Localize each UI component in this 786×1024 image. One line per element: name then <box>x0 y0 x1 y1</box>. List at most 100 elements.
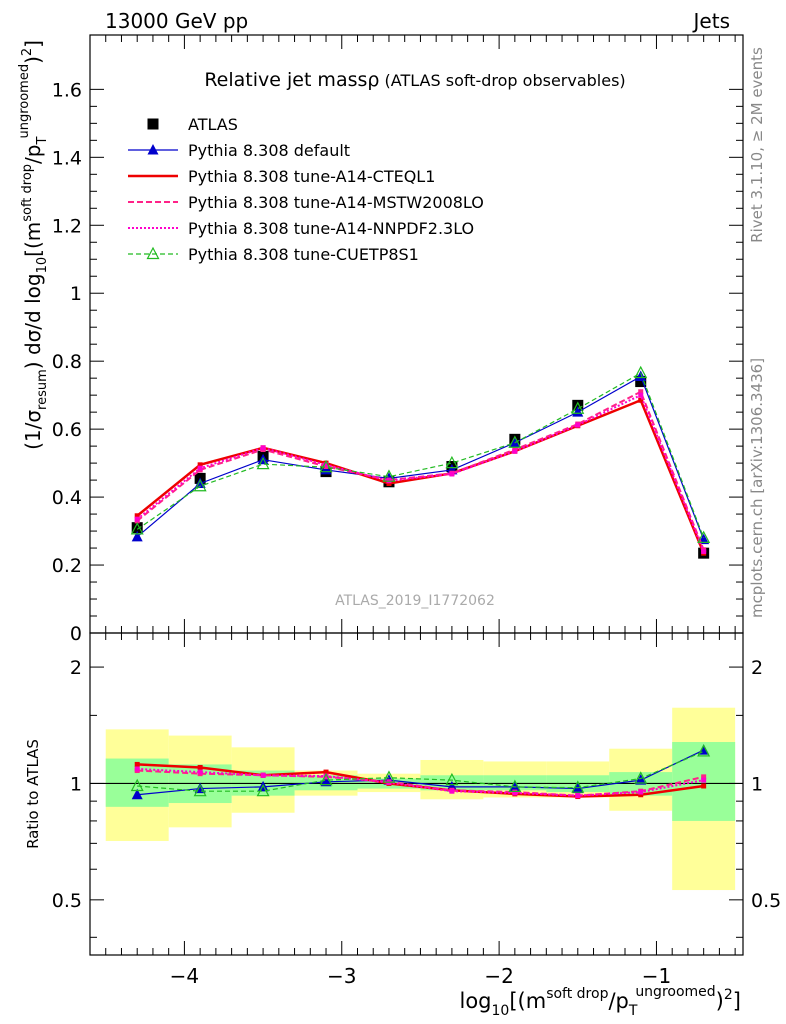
main-point-default <box>509 436 521 448</box>
ratio-point-NNPDF <box>260 772 266 778</box>
side-label-rivet: Rivet 3.1.10, ≥ 2M events <box>748 47 766 243</box>
main-point-ATLAS <box>635 376 647 388</box>
ratio-xlabel: log10[(msoft drop/pTungroomed)2] <box>460 984 742 1019</box>
watermark: ATLAS_2019_I1772062 <box>335 593 495 609</box>
ratio-ytick-label: 2 <box>70 657 82 679</box>
header-right: Jets <box>692 9 730 33</box>
ratio-point-NNPDF <box>575 793 581 799</box>
main-point-NNPDF <box>449 471 455 477</box>
header-left: 13000 GeV pp <box>105 9 248 33</box>
ratio-point-MSTW <box>701 774 707 780</box>
ratio-line-NNPDF <box>137 767 704 797</box>
main-point-ATLAS <box>131 522 143 534</box>
ratio-xtick-label: −3 <box>327 964 356 988</box>
ratio-ytick-label-right: 0.5 <box>751 890 781 912</box>
main-point-NNPDF <box>260 445 266 451</box>
legend-label-default: Pythia 8.308 default <box>188 141 350 160</box>
legend-marker-CUETP8S1 <box>146 246 160 260</box>
ratio-point-CUETP8S1 <box>193 783 207 797</box>
legend-label-CTEQL1: Pythia 8.308 tune-A14-CTEQL1 <box>188 167 435 186</box>
ratio-point-NNPDF <box>701 777 707 783</box>
ratio-point-CUETP8S1 <box>319 772 333 786</box>
legend-label-MSTW: Pythia 8.308 tune-A14-MSTW2008LO <box>188 193 484 212</box>
main-line-NNPDF <box>136 393 705 552</box>
ratio-point-NNPDF <box>134 766 140 772</box>
ratio-point-CUETP8S1 <box>382 770 396 783</box>
main-ytick-label: 1 <box>70 283 82 305</box>
main-point-default <box>635 370 647 381</box>
main-point-CTEQL1 <box>638 397 644 403</box>
main-point-default <box>131 530 143 542</box>
main-point-CUETP8S1 <box>193 478 207 492</box>
main-point-CUETP8S1 <box>256 456 270 470</box>
ratio-line-CUETP8S1 <box>137 750 704 792</box>
main-point-NNPDF <box>575 422 581 428</box>
main-point-ATLAS <box>572 399 584 411</box>
ratio-point-CUETP8S1 <box>130 778 144 792</box>
side-label-mcplots: mcplots.cern.ch [arXiv:1306.3436] <box>748 358 766 618</box>
main-ytick-label: 1.4 <box>52 147 82 169</box>
main-ytick-label: 0.8 <box>52 351 82 373</box>
legend-label-ATLAS: ATLAS <box>188 115 238 134</box>
main-point-CUETP8S1 <box>319 459 333 473</box>
main-line-CUETP8S1 <box>136 372 705 539</box>
ratio-point-default <box>320 775 332 787</box>
ratio-xtick-label: −4 <box>170 964 199 988</box>
ratio-line-default <box>137 749 704 796</box>
legend-marker-ATLAS <box>147 118 159 130</box>
legend-label-CUETP8S1: Pythia 8.308 tune-CUETP8S1 <box>188 245 419 264</box>
main-ytick-label: 1.2 <box>52 215 82 237</box>
ratio-point-CUETP8S1 <box>697 744 711 757</box>
legend-label-NNPDF: Pythia 8.308 tune-A14-NNPDF2.3LO <box>188 219 474 238</box>
main-point-CUETP8S1 <box>634 365 648 379</box>
ratio-point-CTEQL1 <box>638 792 644 798</box>
ratio-point-default <box>509 780 521 792</box>
ratio-point-CUETP8S1 <box>256 783 270 797</box>
main-line-MSTW <box>136 390 705 551</box>
ratio-point-CUETP8S1 <box>445 772 459 786</box>
main-line-CTEQL1 <box>136 398 705 554</box>
ratio-xtick-label: −1 <box>642 964 671 988</box>
main-point-CUETP8S1 <box>445 455 459 469</box>
main-point-CUETP8S1 <box>697 530 711 543</box>
ratio-ylabel: Ratio to ATLAS <box>24 739 42 849</box>
ratio-point-CUETP8S1 <box>508 779 522 792</box>
ratio-point-NNPDF <box>512 790 518 796</box>
main-ylabel: (1/σresum) dσ/d log10[(msoft drop/pTungr… <box>17 40 50 450</box>
ratio-point-CTEQL1 <box>134 761 140 767</box>
ratio-point-CUETP8S1 <box>571 780 585 793</box>
main-point-CUETP8S1 <box>382 469 396 482</box>
ratio-point-NNPDF <box>449 788 455 794</box>
ratio-point-NNPDF <box>197 769 203 775</box>
ratio-point-default <box>635 774 647 785</box>
main-point-CUETP8S1 <box>508 435 522 448</box>
ratio-point-default <box>446 780 458 792</box>
ratio-ytick-label-right: 2 <box>751 657 763 679</box>
main-point-CTEQL1 <box>134 513 140 519</box>
main-ytick-label: 0 <box>70 623 82 645</box>
ratio-point-CTEQL1 <box>197 764 203 770</box>
ratio-point-CTEQL1 <box>323 769 329 775</box>
main-point-NNPDF <box>512 448 518 454</box>
legend-marker-default <box>147 144 159 155</box>
main-point-NNPDF <box>323 462 329 468</box>
ratio-point-default <box>131 788 143 800</box>
chart-title: Relative jet massρ (ATLAS soft-drop obse… <box>204 69 625 91</box>
ratio-point-CTEQL1 <box>701 783 707 789</box>
main-ytick-label: 0.6 <box>52 419 82 441</box>
main-point-NNPDF <box>638 392 644 398</box>
ratio-point-CUETP8S1 <box>634 771 648 784</box>
ratio-ytick-label-right: 1 <box>751 773 763 795</box>
main-ytick-label: 1.6 <box>52 79 82 101</box>
ratio-xtick-label: −2 <box>484 964 513 988</box>
main-ytick-label: 0.2 <box>52 555 82 577</box>
ratio-ytick-label: 1 <box>70 773 82 795</box>
main-point-MSTW <box>638 389 644 395</box>
main-point-CUETP8S1 <box>571 401 585 414</box>
main-point-CTEQL1 <box>386 481 392 486</box>
ratio-point-NNPDF <box>323 773 329 779</box>
main-point-NNPDF <box>197 465 203 471</box>
main-point-NNPDF <box>701 548 707 554</box>
main-line-default <box>136 375 705 540</box>
